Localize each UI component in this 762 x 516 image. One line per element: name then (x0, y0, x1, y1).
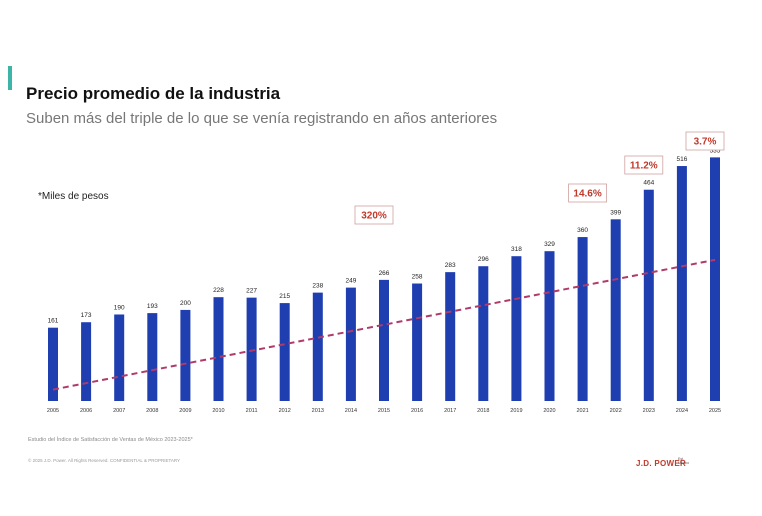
value-label-2006: 173 (81, 312, 92, 319)
value-label-2014: 249 (345, 278, 356, 285)
bar-chart: 161 2005 173 2006 190 2007 193 2008 200 2009 228 20… (8, 46, 756, 470)
tick-label-2013: 2013 (312, 408, 324, 414)
bar-2007 (114, 314, 124, 401)
brand-subtext: Est. Mexico (678, 457, 692, 465)
tick-label-2018: 2018 (477, 408, 489, 414)
bar-2006 (81, 322, 91, 401)
value-label-2008: 193 (147, 303, 158, 310)
tick-label-2025: 2025 (709, 408, 721, 414)
tick-label-2020: 2020 (543, 408, 555, 414)
annotation-label-2021: 14.6% (573, 189, 601, 200)
annotation-label-2015: 320% (361, 211, 387, 222)
tick-label-2019: 2019 (510, 408, 522, 414)
tick-label-2015: 2015 (378, 408, 390, 414)
annotation-label-2023: 11.2% (630, 161, 658, 172)
bar-2018 (478, 266, 488, 401)
value-label-2005: 161 (48, 318, 59, 325)
slide: Precio promedio de la industria Suben má… (8, 46, 756, 470)
value-label-2015: 266 (379, 270, 390, 277)
bar-2005 (48, 328, 58, 401)
value-label-2009: 200 (180, 300, 191, 307)
tick-label-2016: 2016 (411, 408, 423, 414)
bar-2015 (379, 280, 389, 401)
bar-2014 (346, 288, 356, 401)
tick-label-2007: 2007 (113, 408, 125, 414)
copyright-note: © 2025 J.D. Power. All Rights Reserved. … (28, 458, 180, 463)
value-label-2013: 238 (312, 283, 323, 290)
value-label-2018: 296 (478, 256, 489, 263)
bar-2016 (412, 284, 422, 401)
value-label-2007: 190 (114, 304, 125, 311)
value-label-2020: 329 (544, 241, 555, 248)
value-label-2010: 228 (213, 287, 224, 294)
value-label-2011: 227 (246, 288, 257, 295)
bar-2008 (147, 313, 157, 401)
bar-2010 (214, 297, 224, 401)
bar-2023 (644, 190, 654, 401)
value-label-2022: 399 (610, 209, 621, 216)
value-label-2024: 516 (676, 156, 687, 163)
value-label-2019: 318 (511, 246, 522, 253)
value-label-2021: 360 (577, 227, 588, 234)
annotation-label-2025: 3.7% (694, 137, 717, 148)
bar-2020 (545, 251, 555, 401)
value-label-2017: 283 (445, 262, 456, 269)
bar-2021 (578, 237, 588, 401)
tick-label-2012: 2012 (279, 408, 291, 414)
tick-label-2017: 2017 (444, 408, 456, 414)
tick-label-2021: 2021 (576, 408, 588, 414)
value-label-2023: 464 (643, 180, 654, 187)
bar-2017 (445, 272, 455, 401)
bar-2019 (511, 256, 521, 401)
bar-2011 (247, 298, 257, 401)
tick-label-2005: 2005 (47, 408, 59, 414)
value-label-2016: 258 (412, 274, 423, 281)
tick-label-2008: 2008 (146, 408, 158, 414)
tick-label-2024: 2024 (676, 408, 688, 414)
tick-label-2022: 2022 (610, 408, 622, 414)
tick-label-2023: 2023 (643, 408, 655, 414)
tick-label-2014: 2014 (345, 408, 357, 414)
bar-2022 (611, 219, 621, 401)
bar-2024 (677, 166, 687, 401)
tick-label-2011: 2011 (246, 408, 258, 414)
source-note: Estudio del Índice de Satisfacción de Ve… (28, 437, 193, 443)
tick-label-2010: 2010 (212, 408, 224, 414)
value-label-2012: 215 (279, 293, 290, 300)
tick-label-2009: 2009 (179, 408, 191, 414)
bar-2009 (180, 310, 190, 401)
bar-2013 (313, 293, 323, 401)
bar-2012 (280, 303, 290, 401)
bar-2025 (710, 157, 720, 401)
tick-label-2006: 2006 (80, 408, 92, 414)
